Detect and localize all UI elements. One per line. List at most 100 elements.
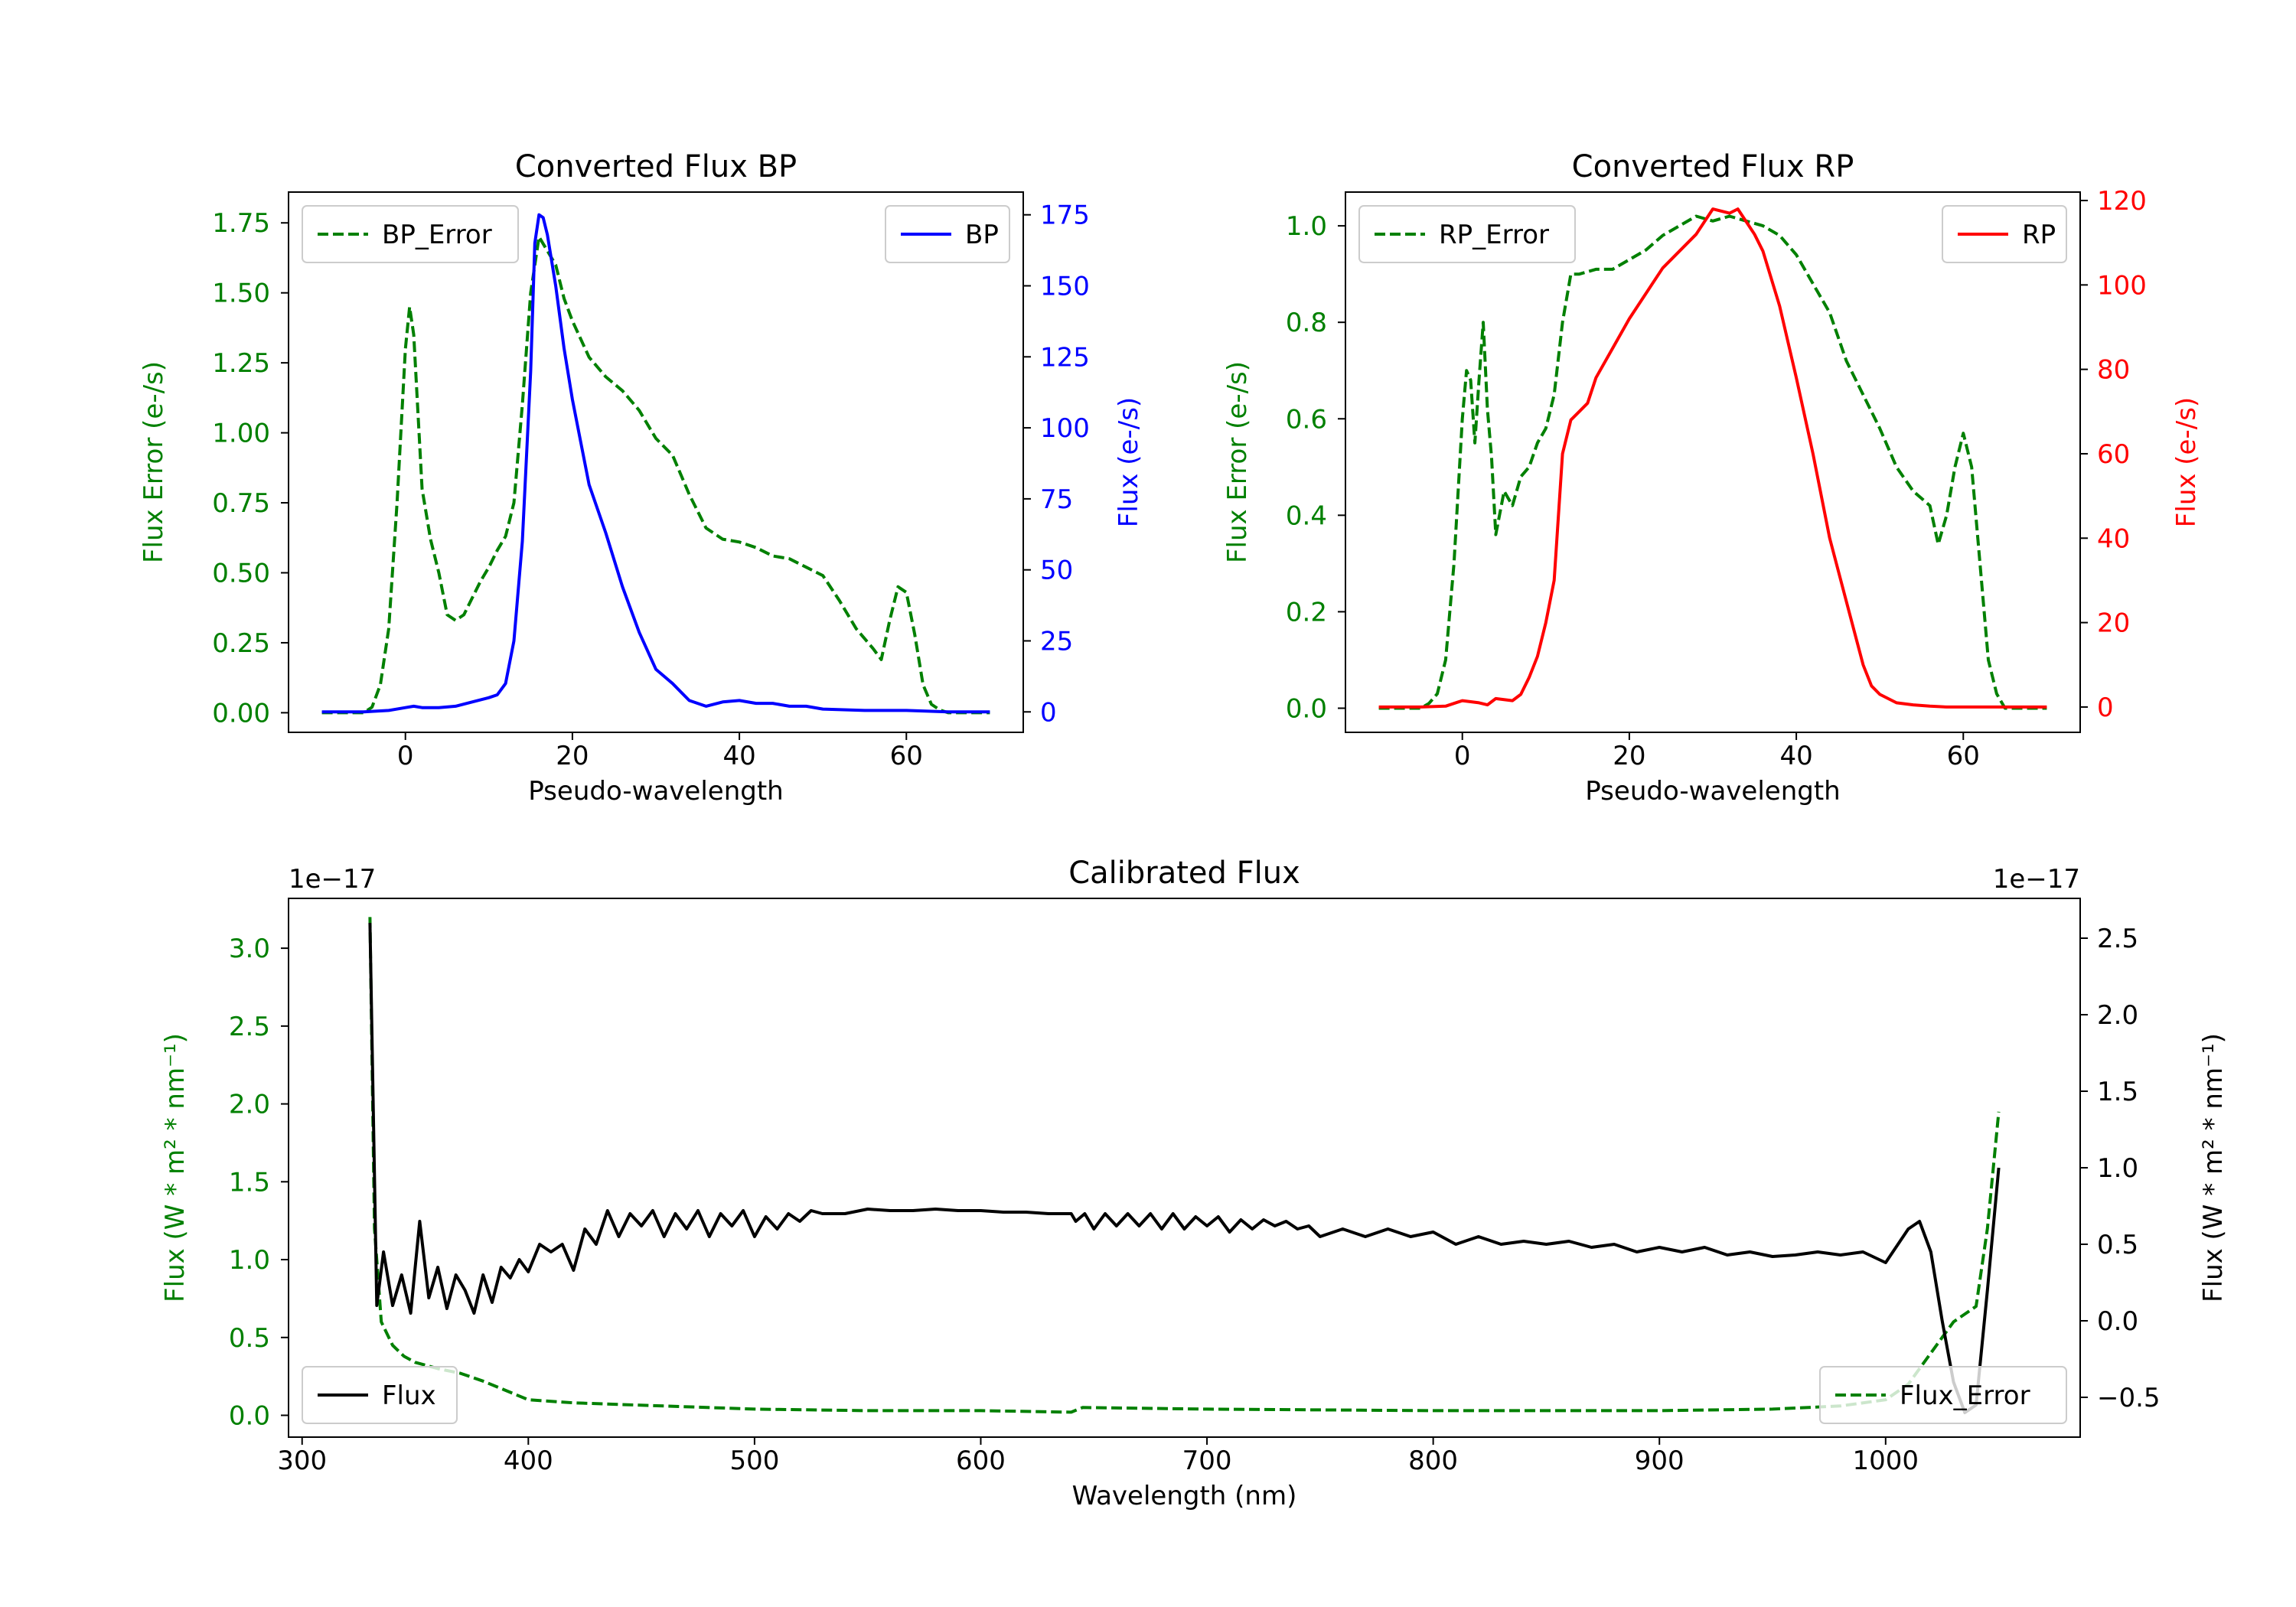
x-tick-label: 900 [1635,1446,1684,1476]
converted-flux-bp-xlabel: Pseudo-wavelength [528,776,783,807]
y-left-tick-label: 0.5 [229,1323,270,1354]
calibrated-flux-panel: 300 400 500 600 700 800 900 1000 0.0 0.5 1.0 1.5 2.0… [160,856,2229,1511]
y-right-tick-label: 120 [2097,186,2147,217]
legend-label: Flux [382,1380,436,1411]
y-right-tick-label: 0 [1040,697,1057,728]
y-left-tick-label: 2.0 [229,1090,270,1120]
x-tick-label: 40 [1779,741,1812,771]
y-left-tick-label: 1.75 [212,208,270,239]
legend-box [1358,205,1576,263]
y-left-tick-label: 1.5 [229,1167,270,1198]
x-tick-label: 400 [504,1446,553,1476]
y-right-tick-label: 0 [2097,693,2114,723]
converted-flux-rp-axes-frame [1345,191,2081,733]
legend-label: BP_Error [382,220,492,250]
y-right-tick-label: 100 [1040,413,1090,444]
offset-text-left: 1e−17 [289,864,376,895]
calibrated-flux-ylabel-left: Flux (W * m² * nm⁻¹) [160,1033,191,1302]
y-left-tick-label: 0.0 [1286,693,1327,724]
y-left-tick-label: 1.25 [212,348,270,379]
flux-series-line [368,922,2001,1414]
x-tick-label: 700 [1182,1446,1232,1476]
x-tick-label: 500 [729,1446,779,1476]
x-tick-label: 800 [1408,1446,1458,1476]
y-left-tick-label: 1.00 [212,419,270,449]
converted-flux-rp-panel: 0 20 40 60 0.0 0.2 0.4 0.6 0.8 1.0 0 20 40 60 80 100 120… [1222,149,2202,807]
y-left-tick-label: 0.0 [229,1401,270,1432]
y-right-tick-label: 150 [1040,271,1090,302]
y-right-tick-label: 50 [1040,556,1073,586]
y-right-tick-label: 1.0 [2097,1153,2138,1184]
offset-text-right: 1e−17 [1993,864,2080,895]
y-right-tick-label: −0.5 [2097,1383,2161,1413]
legend-box [302,205,519,263]
legend-flux-error: Flux_Error [1819,1366,2067,1424]
legend-label: RP [2022,220,2056,250]
y-left-tick-label: 1.50 [212,279,270,309]
converted-flux-bp-ylabel-left: Flux Error (e-/s) [139,361,169,563]
x-tick-label: 60 [890,741,923,771]
y-right-tick-label: 2.5 [2097,924,2138,954]
converted-flux-bp-title: Converted Flux BP [515,149,797,184]
x-tick-label: 0 [397,741,414,771]
y-left-tick-label: 0.75 [212,488,270,519]
legend-flux: Flux [302,1366,458,1424]
y-right-tick-label: 1.5 [2097,1077,2138,1107]
calibrated-flux-title: Calibrated Flux [1068,856,1300,891]
legend-label: RP_Error [1439,220,1549,250]
calibrated-flux-xlabel: Wavelength (nm) [1072,1481,1297,1511]
x-tick-label: 60 [1947,741,1980,771]
converted-flux-bp-panel: 0 20 40 60 0.00 0.25 0.50 0.75 1.00 1.25 1.50 1.75 0… [139,149,1144,807]
converted-flux-bp-axes-frame [288,191,1024,733]
y-left-tick-label: 2.5 [229,1012,270,1042]
x-tick-label: 20 [1613,741,1645,771]
legend-box [1819,1366,2067,1424]
bp-error-series-line [321,235,990,715]
calibrated-flux-axes-frame [288,898,2081,1438]
y-left-tick-label: 0.4 [1286,500,1327,531]
converted-flux-rp-xlabel: Pseudo-wavelength [1585,776,1840,807]
legend-box [302,1366,458,1424]
legend-rp-error: RP_Error [1358,205,1576,263]
y-right-tick-label: 75 [1040,484,1073,515]
y-right-tick-label: 0.5 [2097,1230,2138,1260]
y-right-tick-label: 2.0 [2097,1000,2138,1031]
legend-rp: RP [1942,205,2067,263]
flux-error-series-line [368,917,2001,1414]
rp-series-line [1378,207,2047,709]
converted-flux-rp-ylabel-right: Flux (e-/s) [2171,397,2202,527]
x-tick-label: 300 [277,1446,327,1476]
y-left-tick-label: 1.0 [229,1245,270,1276]
y-right-tick-label: 80 [2097,355,2130,386]
y-left-tick-label: 0.8 [1286,308,1327,338]
x-tick-label: 0 [1454,741,1471,771]
y-left-tick-label: 0.2 [1286,597,1327,627]
y-left-tick-label: 0.00 [212,698,270,729]
y-left-tick-label: 0.6 [1286,404,1327,435]
x-tick-label: 600 [956,1446,1006,1476]
y-right-tick-label: 175 [1040,200,1090,231]
rp-error-series-line [1378,214,2047,710]
legend-label: Flux_Error [1900,1380,2030,1411]
converted-flux-bp-ylabel-right: Flux (e-/s) [1114,397,1144,527]
legend-bp: BP [885,205,1010,263]
converted-flux-rp-ylabel-left: Flux Error (e-/s) [1222,361,1253,563]
legend-bp-error: BP_Error [302,205,519,263]
y-left-tick-label: 3.0 [229,934,270,964]
x-tick-label: 1000 [1853,1446,1919,1476]
y-right-tick-label: 100 [2097,270,2147,301]
x-tick-label: 20 [556,741,589,771]
y-right-tick-label: 25 [1040,626,1073,657]
y-left-tick-label: 0.25 [212,628,270,659]
bp-series-line [321,213,990,714]
y-right-tick-label: 20 [2097,608,2130,639]
y-right-tick-label: 125 [1040,342,1090,373]
calibrated-flux-ylabel-right: Flux (W * m² * nm⁻¹) [2198,1033,2229,1302]
y-right-tick-label: 40 [2097,523,2130,554]
legend-label: BP [965,220,999,250]
y-left-tick-label: 1.0 [1286,211,1327,242]
converted-flux-rp-title: Converted Flux RP [1572,149,1854,184]
x-tick-label: 40 [722,741,755,771]
y-right-tick-label: 0.0 [2097,1306,2138,1337]
